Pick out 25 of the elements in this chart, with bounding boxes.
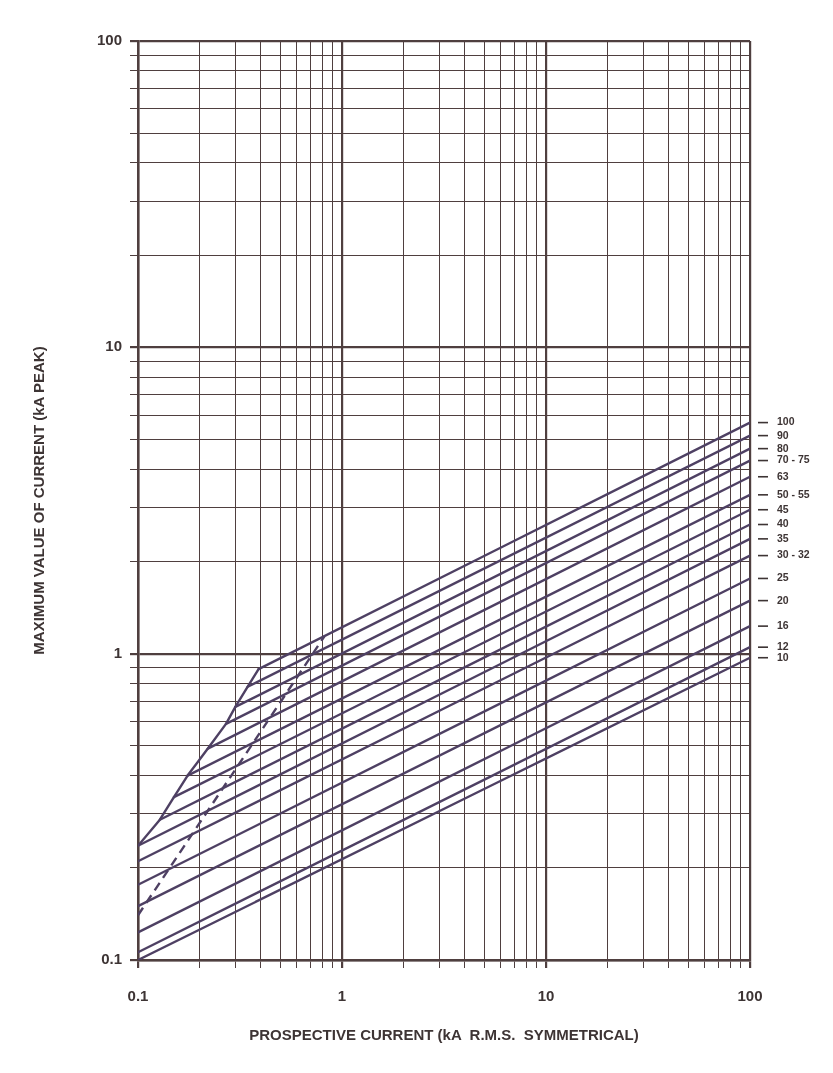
y-axis-title: MAXIMUM VALUE OF CURRENT (kA PEAK) [30,346,48,655]
text: 16 [777,619,789,632]
text: 63 [777,469,789,482]
text: 50 - 55 [777,487,810,500]
y-tick-label: 1 [113,643,122,661]
text: 30 - 32 [777,548,810,561]
text: 40 [777,517,789,530]
y-tick-label: 10 [105,337,122,355]
x-tick-label: 0.1 [127,987,149,1005]
text: 10 [777,650,789,663]
text: 45 [777,502,789,515]
text: 20 [777,593,789,606]
text: 25 [777,571,789,584]
y-tick-label: 100 [96,31,122,49]
x-tick-label: 1 [337,987,347,1005]
y-tick-label: 0.1 [101,950,122,968]
x-tick-label: 100 [737,987,763,1005]
text: 35 [777,531,789,544]
x-tick-label: 10 [537,987,555,1005]
x-axis-title: PROSPECTIVE CURRENT (kA R.M.S. SYMMETRICAL) [249,1026,639,1044]
text: 80 [777,441,789,454]
text: 70 - 75 [777,453,810,466]
text: 100 [777,415,795,428]
text: 12 [777,640,789,653]
text: 90 [777,428,789,441]
